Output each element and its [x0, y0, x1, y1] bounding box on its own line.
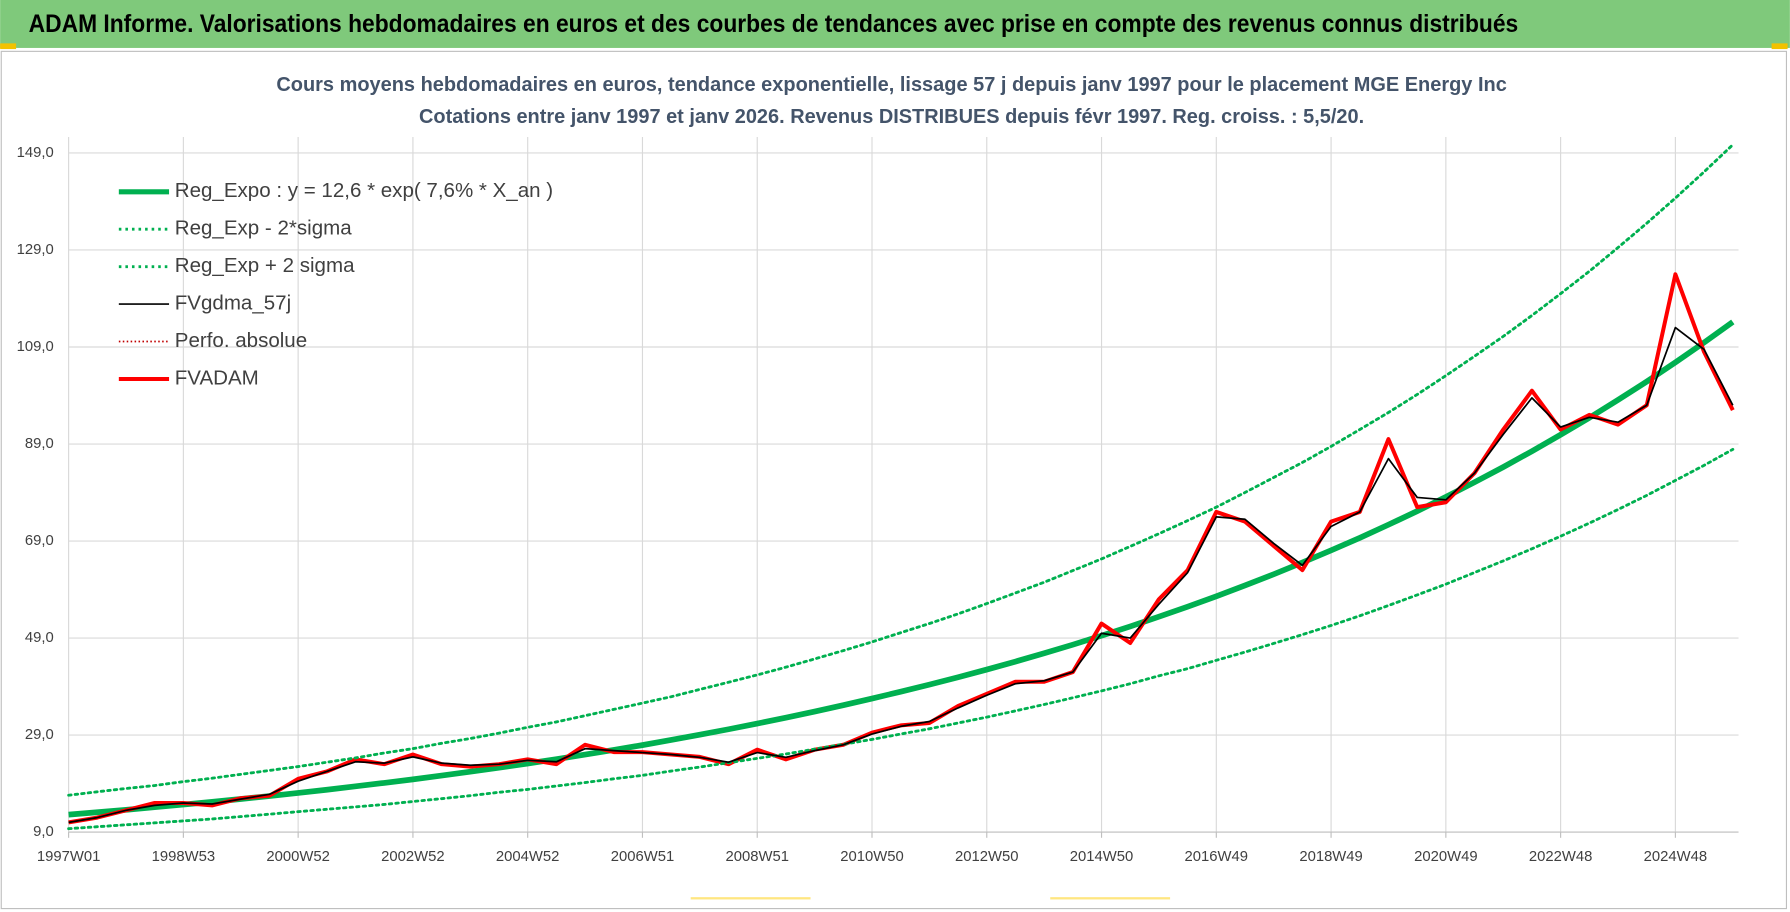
x-tick-label: 2010W50 — [840, 849, 903, 865]
chart-frame — [0, 50, 1788, 910]
x-tick-label: 2014W50 — [1070, 849, 1133, 865]
x-tick-label: 2002W52 — [381, 849, 444, 865]
plot-area — [68, 136, 1739, 833]
chart-title: Cours moyens hebdomadaires en euros, ten… — [276, 73, 1506, 96]
series-line — [68, 272, 1735, 825]
x-tick-label: 2012W50 — [955, 849, 1018, 865]
y-tick-label: 49,0 — [25, 630, 54, 646]
x-tick-label: 2016W49 — [1185, 849, 1248, 865]
header-bar — [0, 0, 1790, 48]
corner-mark — [0, 43, 17, 50]
x-tick-label: 2008W51 — [725, 849, 788, 865]
series-line — [67, 143, 1735, 797]
series-line — [68, 326, 1734, 824]
chart-subtitle: Cotations entre janv 1997 et janv 2026. … — [419, 105, 1364, 128]
x-tick-label: 2018W49 — [1299, 849, 1362, 865]
x-tick-label: 2022W48 — [1529, 849, 1592, 865]
y-tick-label: 69,0 — [25, 533, 54, 549]
legend-label: Perfo. absolue — [175, 329, 307, 352]
y-tick-label: 89,0 — [25, 436, 54, 452]
x-tick-label: 2024W48 — [1644, 849, 1707, 865]
y-tick-label: 129,0 — [17, 242, 54, 258]
legend-label: Reg_Exp + 2 sigma — [175, 254, 355, 277]
header-title: ADAM Informe. Valorisations hebdomadaire… — [29, 10, 1519, 38]
x-tick-label: 1997W01 — [37, 849, 100, 865]
y-tick-label: 109,0 — [17, 339, 54, 355]
legend-label: FVADAM — [175, 366, 259, 389]
x-tick-label: 2020W49 — [1414, 849, 1477, 865]
y-tick-label: 9,0 — [33, 824, 54, 840]
legend-label: Reg_Exp - 2*sigma — [175, 217, 352, 240]
x-tick-label: 2004W52 — [496, 849, 559, 865]
edge-mark — [1050, 897, 1171, 900]
legend-label: Reg_Expo : y = 12,6 * exp( 7,6% * X_an ) — [175, 179, 553, 202]
x-tick-label: 1998W53 — [152, 849, 215, 865]
legend-label: FVgdma_57j — [175, 291, 291, 314]
edge-mark — [690, 897, 811, 900]
x-tick-label: 2000W52 — [266, 849, 329, 865]
x-tick-label: 2006W51 — [611, 849, 674, 865]
y-tick-label: 149,0 — [17, 145, 54, 161]
y-tick-label: 29,0 — [25, 727, 54, 743]
series-line — [67, 447, 1735, 831]
corner-mark — [1771, 43, 1788, 50]
